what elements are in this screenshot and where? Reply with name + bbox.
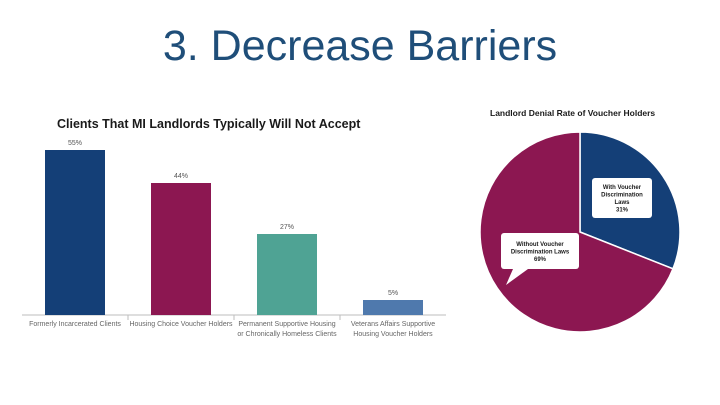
category-label: Veterans Affairs Supportive <box>351 321 435 328</box>
bar-value-label: 5% <box>388 290 398 297</box>
bar-chart-title: Clients That MI Landlords Typically Will… <box>57 117 361 131</box>
category-label: Housing Voucher Holders <box>353 331 433 338</box>
callout-box <box>501 233 579 269</box>
bar <box>151 183 211 315</box>
pie-chart-title: Landlord Denial Rate of Voucher Holders <box>490 108 655 118</box>
callout-box <box>592 178 652 218</box>
pie-slice-value: 31% <box>616 208 629 214</box>
bar-chart: Clients That MI Landlords Typically Will… <box>22 117 446 338</box>
bar <box>257 234 317 315</box>
callout-tail <box>506 269 528 285</box>
pie-chart: Landlord Denial Rate of Voucher Holders … <box>479 108 681 333</box>
pie-slice-label: Without Voucher <box>516 242 564 248</box>
pie-slice <box>479 131 674 333</box>
bar-value-label: 44% <box>174 173 188 180</box>
category-label: Housing Choice Voucher Holders <box>129 321 233 328</box>
bar <box>45 150 105 315</box>
bar-value-label: 27% <box>280 224 294 231</box>
pie-slice-label: Discrimination Laws <box>511 249 570 255</box>
category-label: Permanent Supportive Housing <box>238 321 335 328</box>
category-label: Formerly Incarcerated Clients <box>29 321 121 328</box>
pie-slice-label: With Voucher <box>603 185 642 191</box>
bar <box>363 300 423 315</box>
pie-slice-label: Discrimination <box>601 193 643 199</box>
category-label: or Chronically Homeless Clients <box>237 331 337 338</box>
pie-slice-label: Laws <box>614 200 630 206</box>
slide-title: 3. Decrease Barriers <box>162 22 558 70</box>
pie-slice-value: 69% <box>534 257 547 263</box>
bar-value-label: 55% <box>68 140 82 147</box>
